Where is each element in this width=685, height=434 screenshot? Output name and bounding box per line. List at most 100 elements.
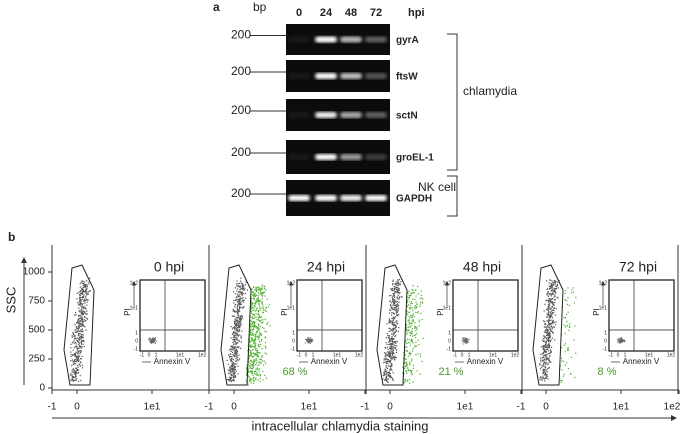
cell-dot	[393, 313, 394, 314]
cell-dot	[78, 326, 79, 327]
infected-dot	[255, 302, 256, 303]
cell-dot	[399, 288, 400, 289]
cell-dot	[554, 288, 555, 289]
cell-dot	[237, 308, 238, 309]
cell-dot	[546, 344, 547, 345]
cell-dot	[386, 381, 387, 382]
gene-label: ftsW	[396, 72, 418, 83]
cell-dot	[549, 300, 550, 301]
infected-dot	[259, 352, 260, 353]
infected-dot	[265, 347, 266, 348]
inset-dot	[155, 342, 156, 343]
band	[365, 73, 387, 79]
cell-dot	[539, 364, 540, 365]
cell-dot	[395, 356, 396, 357]
infected-dot	[565, 326, 566, 327]
infected-dot	[266, 324, 267, 325]
cell-dot	[548, 368, 549, 369]
cell-dot	[70, 347, 71, 348]
cell-dot	[235, 358, 236, 359]
cell-dot	[72, 342, 73, 343]
infected-dot	[256, 332, 257, 333]
cell-dot	[547, 326, 548, 327]
cell-dot	[236, 291, 237, 292]
band	[315, 154, 337, 160]
cell-dot	[70, 375, 71, 376]
cell-dot	[84, 316, 85, 317]
cell-dot	[233, 309, 234, 310]
infected-dot	[569, 326, 570, 327]
x-tick-label: 1e1	[301, 402, 318, 413]
cell-dot	[389, 301, 390, 302]
cell-dot	[75, 335, 76, 336]
cell-dot	[77, 360, 78, 361]
cell-dot	[80, 361, 81, 362]
band	[288, 37, 310, 43]
infected-dot	[265, 353, 266, 354]
cell-dot	[240, 287, 241, 288]
cell-dot	[553, 293, 554, 294]
cell-dot	[235, 376, 236, 377]
infected-dot	[262, 302, 263, 303]
cell-dot	[84, 346, 85, 347]
cell-dot	[230, 353, 231, 354]
cell-dot	[548, 312, 549, 313]
infected-dot	[417, 312, 418, 313]
cell-dot	[79, 327, 80, 328]
inset-dot	[620, 340, 621, 341]
infected-dot	[252, 373, 253, 374]
cell-dot	[239, 304, 240, 305]
gene-label: gyrA	[396, 35, 419, 46]
cell-dot	[552, 327, 553, 328]
cell-dot	[82, 312, 83, 313]
inset-dot	[624, 340, 625, 341]
cell-dot	[553, 308, 554, 309]
cell-dot	[552, 328, 553, 329]
inset-tick: 0	[604, 338, 607, 344]
inset-tick: 1	[448, 330, 451, 336]
cell-dot	[548, 300, 549, 301]
infected-dot	[254, 314, 255, 315]
cell-dot	[394, 297, 395, 298]
infected-dot	[262, 371, 263, 372]
cell-dot	[240, 296, 241, 297]
infected-dot	[563, 376, 564, 377]
infected-dot	[413, 382, 414, 383]
cell-dot	[548, 291, 549, 292]
infected-dot	[418, 340, 419, 341]
cell-dot	[540, 357, 541, 358]
cell-dot	[392, 358, 393, 359]
cell-dot	[396, 310, 397, 311]
infected-dot	[249, 367, 250, 368]
cell-dot	[241, 336, 242, 337]
cell-dot	[397, 281, 398, 282]
infected-dot	[414, 335, 415, 336]
cell-dot	[396, 313, 397, 314]
infected-dot	[565, 343, 566, 344]
infected-dot	[254, 373, 255, 374]
cell-dot	[229, 356, 230, 357]
cell-dot	[80, 310, 81, 311]
infected-dot	[416, 329, 417, 330]
infected-dot	[262, 361, 263, 362]
infected-dot	[575, 297, 576, 298]
y-tick-label: 0	[39, 383, 45, 394]
cell-dot	[86, 294, 87, 295]
cell-dot	[239, 334, 240, 335]
inset-x-label: Annexin V	[467, 357, 504, 366]
cell-dot	[547, 378, 548, 379]
cell-dot	[390, 344, 391, 345]
cell-dot	[544, 380, 545, 381]
cell-dot	[80, 318, 81, 319]
cell-dot	[74, 343, 75, 344]
cell-dot	[555, 283, 556, 284]
infected-dot	[256, 331, 257, 332]
cell-dot	[546, 370, 547, 371]
cell-dot	[238, 355, 239, 356]
inset-tick: -1	[134, 346, 139, 352]
cell-dot	[231, 337, 232, 338]
cell-dot	[550, 320, 551, 321]
infected-dot	[260, 344, 261, 345]
inset-dot	[463, 340, 464, 341]
infected-dot	[258, 362, 259, 363]
